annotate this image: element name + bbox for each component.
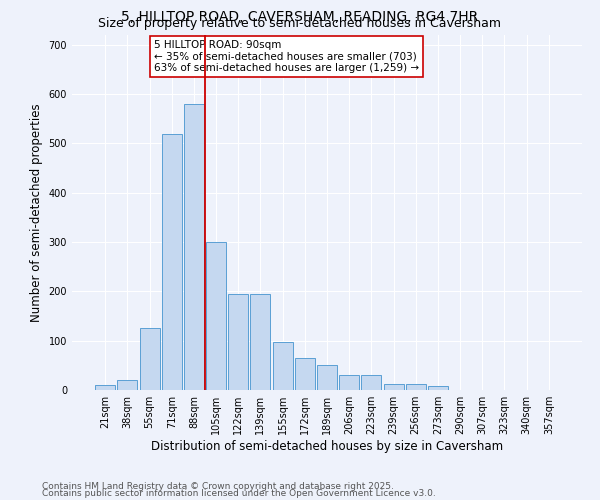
Bar xyxy=(250,294,271,390)
Bar xyxy=(272,342,293,390)
Bar xyxy=(295,358,315,390)
Text: 5, HILLTOP ROAD, CAVERSHAM, READING, RG4 7HR: 5, HILLTOP ROAD, CAVERSHAM, READING, RG4… xyxy=(121,10,479,24)
Bar xyxy=(184,104,204,390)
X-axis label: Distribution of semi-detached houses by size in Caversham: Distribution of semi-detached houses by … xyxy=(151,440,503,453)
Bar xyxy=(383,384,404,390)
Bar xyxy=(228,294,248,390)
Y-axis label: Number of semi-detached properties: Number of semi-detached properties xyxy=(30,103,43,322)
Bar xyxy=(361,375,382,390)
Bar xyxy=(317,366,337,390)
Bar xyxy=(406,384,426,390)
Bar xyxy=(140,328,160,390)
Text: Size of property relative to semi-detached houses in Caversham: Size of property relative to semi-detach… xyxy=(98,18,502,30)
Bar xyxy=(95,385,115,390)
Text: 5 HILLTOP ROAD: 90sqm
← 35% of semi-detached houses are smaller (703)
63% of sem: 5 HILLTOP ROAD: 90sqm ← 35% of semi-deta… xyxy=(154,40,419,73)
Text: Contains public sector information licensed under the Open Government Licence v3: Contains public sector information licen… xyxy=(42,489,436,498)
Bar xyxy=(428,386,448,390)
Bar xyxy=(339,375,359,390)
Bar xyxy=(118,380,137,390)
Text: Contains HM Land Registry data © Crown copyright and database right 2025.: Contains HM Land Registry data © Crown c… xyxy=(42,482,394,491)
Bar xyxy=(162,134,182,390)
Bar xyxy=(206,242,226,390)
